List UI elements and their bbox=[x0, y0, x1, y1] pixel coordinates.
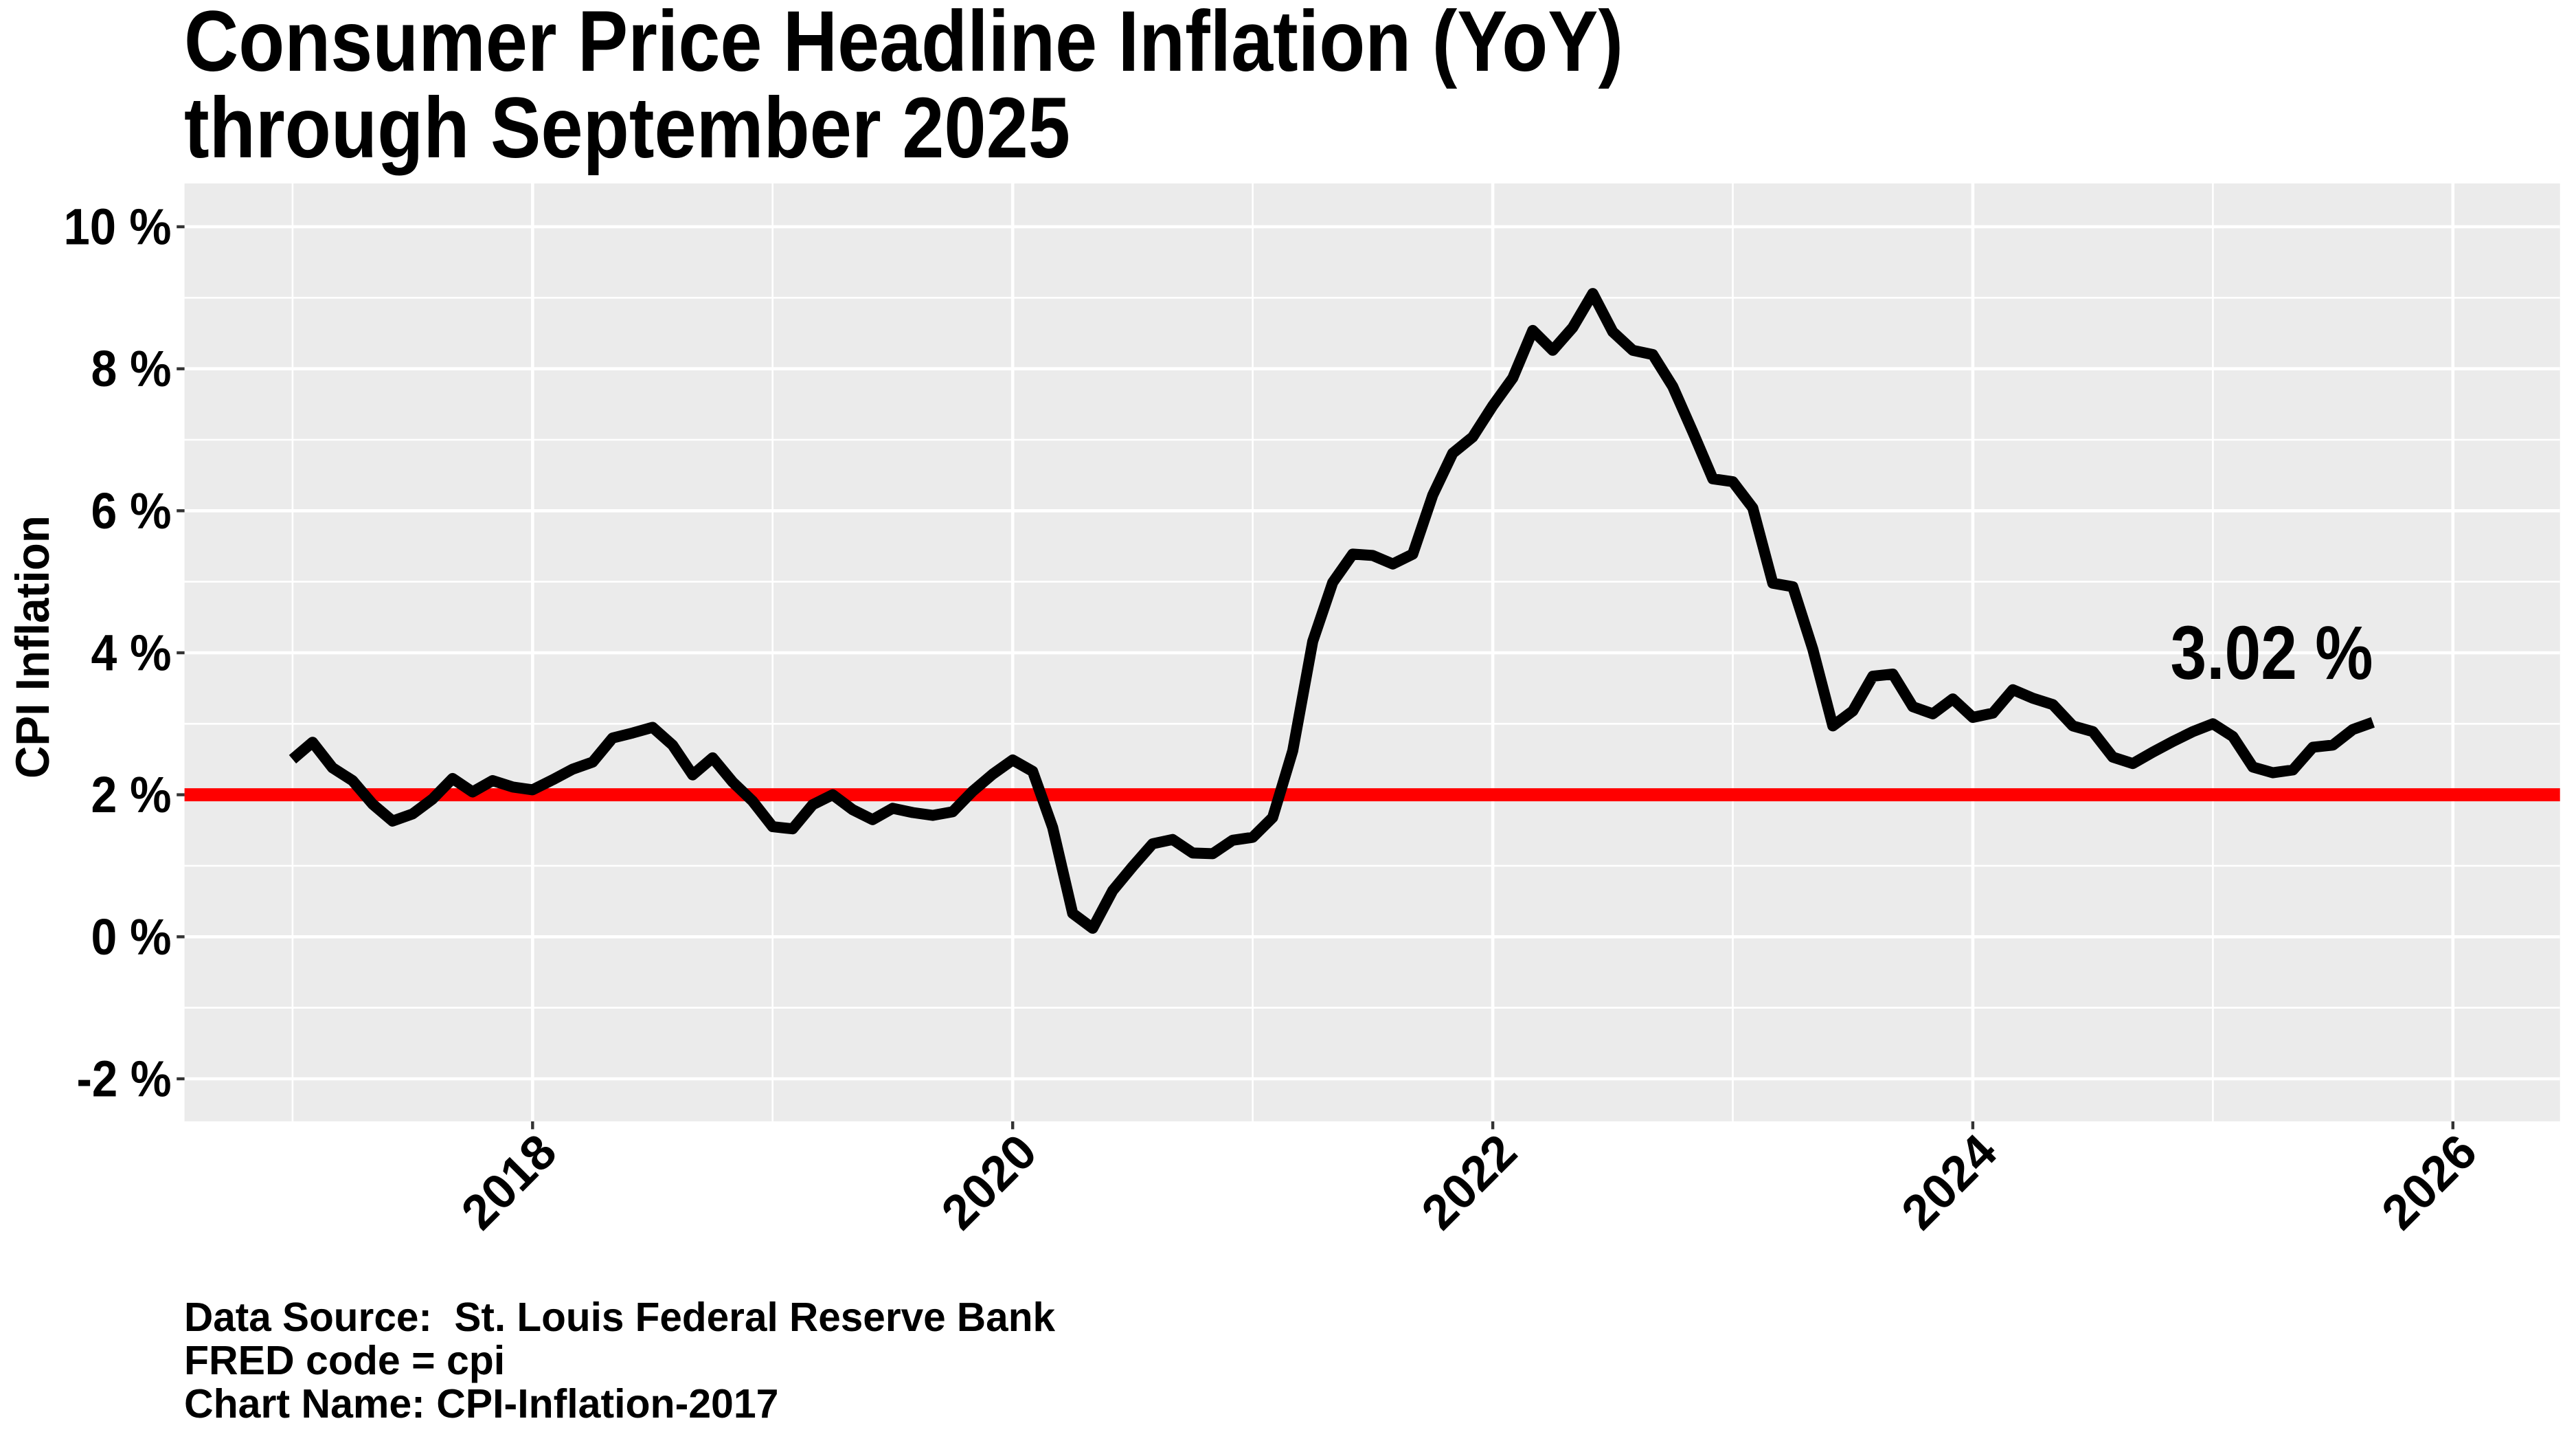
svg-text:CPI Inflation: CPI Inflation bbox=[6, 515, 59, 779]
svg-text:through September 2025: through September 2025 bbox=[184, 80, 1070, 176]
svg-text:8 %: 8 % bbox=[91, 340, 172, 397]
svg-text:4 %: 4 % bbox=[91, 625, 172, 682]
svg-text:Chart Name: CPI-Inflation-2017: Chart Name: CPI-Inflation-2017 bbox=[184, 1381, 779, 1427]
svg-text:2 %: 2 % bbox=[91, 766, 172, 823]
svg-text:Data Source: St. Louis Federa: Data Source: St. Louis Federal Reserve B… bbox=[184, 1295, 1055, 1340]
svg-text:0 %: 0 % bbox=[91, 908, 172, 965]
svg-text:10 %: 10 % bbox=[64, 199, 172, 256]
svg-text:-2 %: -2 % bbox=[77, 1051, 172, 1108]
svg-text:FRED code = cpi: FRED code = cpi bbox=[184, 1338, 505, 1383]
svg-text:6 %: 6 % bbox=[91, 482, 172, 539]
svg-text:3.02 %: 3.02 % bbox=[2171, 611, 2373, 695]
svg-text:Consumer Price Headline Inflat: Consumer Price Headline Inflation (YoY) bbox=[184, 0, 1623, 89]
